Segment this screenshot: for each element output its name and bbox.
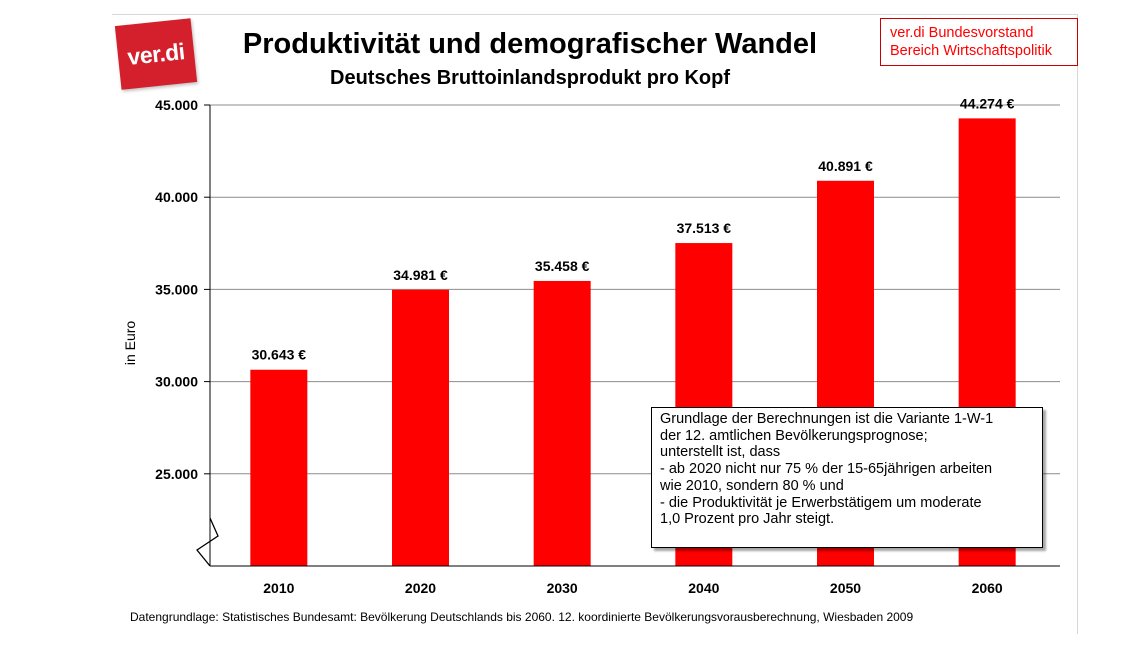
bar <box>533 280 591 566</box>
axis-break <box>196 517 219 567</box>
note-line: der 12. amtlichen Bevölkerungsprognose; <box>660 427 928 444</box>
bar-value-label: 37.513 € <box>677 220 732 236</box>
y-tick-labels: 25.000 30.000 35.000 40.000 45.000 <box>155 97 198 482</box>
x-tick-label: 2060 <box>972 580 1003 596</box>
axis-break-mark <box>196 517 219 567</box>
note-line: 1,0 Prozent pro Jahr steigt. <box>660 511 835 528</box>
y-tick-label: 25.000 <box>155 466 198 482</box>
y-tick-label: 35.000 <box>155 281 198 297</box>
org-line-2: Bereich Wirtschaftspolitik <box>890 43 1052 59</box>
bar-value-label: 35.458 € <box>535 258 590 274</box>
chart-subtitle: Deutsches Bruttoinlandsprodukt pro Kopf <box>330 67 730 89</box>
x-tick-label: 2010 <box>263 580 294 596</box>
org-line-1: ver.di Bundesvorstand <box>890 25 1034 41</box>
note-line: Grundlage der Berechnungen ist die Varia… <box>660 411 994 427</box>
note-line: unterstellt ist, dass <box>660 444 781 461</box>
note-line: wie 2010, sondern 80 % und <box>660 477 844 494</box>
y-axis-title: in Euro <box>122 321 138 366</box>
x-tick-labels: 2010 2020 2030 2040 2050 2060 <box>263 580 1003 596</box>
y-tick-label: 40.000 <box>155 189 198 205</box>
x-tick-label: 2020 <box>405 580 436 596</box>
y-tick-label: 45.000 <box>155 97 198 113</box>
org-box: ver.di Bundesvorstand Bereich Wirtschaft… <box>880 18 1078 66</box>
bar <box>250 369 308 566</box>
bar-value-label: 30.643 € <box>252 347 307 363</box>
data-labels: 30.643 € 34.981 € 35.458 € 37.513 € 40.891 €… <box>252 95 1015 362</box>
assumptions-note: Grundlage der Berechnungen ist die Varia… <box>651 407 1043 548</box>
x-tick-label: 2030 <box>547 580 578 596</box>
bar-value-label: 44.274 € <box>960 95 1015 111</box>
x-tick-label: 2050 <box>830 580 861 596</box>
axes <box>204 104 1060 567</box>
note-line: - die Produktivität je Erwerbstätigem um… <box>660 494 982 511</box>
slide-frame <box>112 14 1078 634</box>
note-line: - ab 2020 nicht nur 75 % der 15-65jährig… <box>660 461 993 478</box>
bar <box>392 289 449 566</box>
bar-value-label: 34.981 € <box>393 267 448 283</box>
chart-title: Produktivität und demografischer Wandel <box>242 28 818 60</box>
source-note: Datengrundlage: Statistisches Bundesamt:… <box>130 610 914 624</box>
bar-value-label: 40.891 € <box>818 158 873 174</box>
y-tick-label: 30.000 <box>155 374 198 390</box>
x-tick-label: 2040 <box>688 580 719 596</box>
